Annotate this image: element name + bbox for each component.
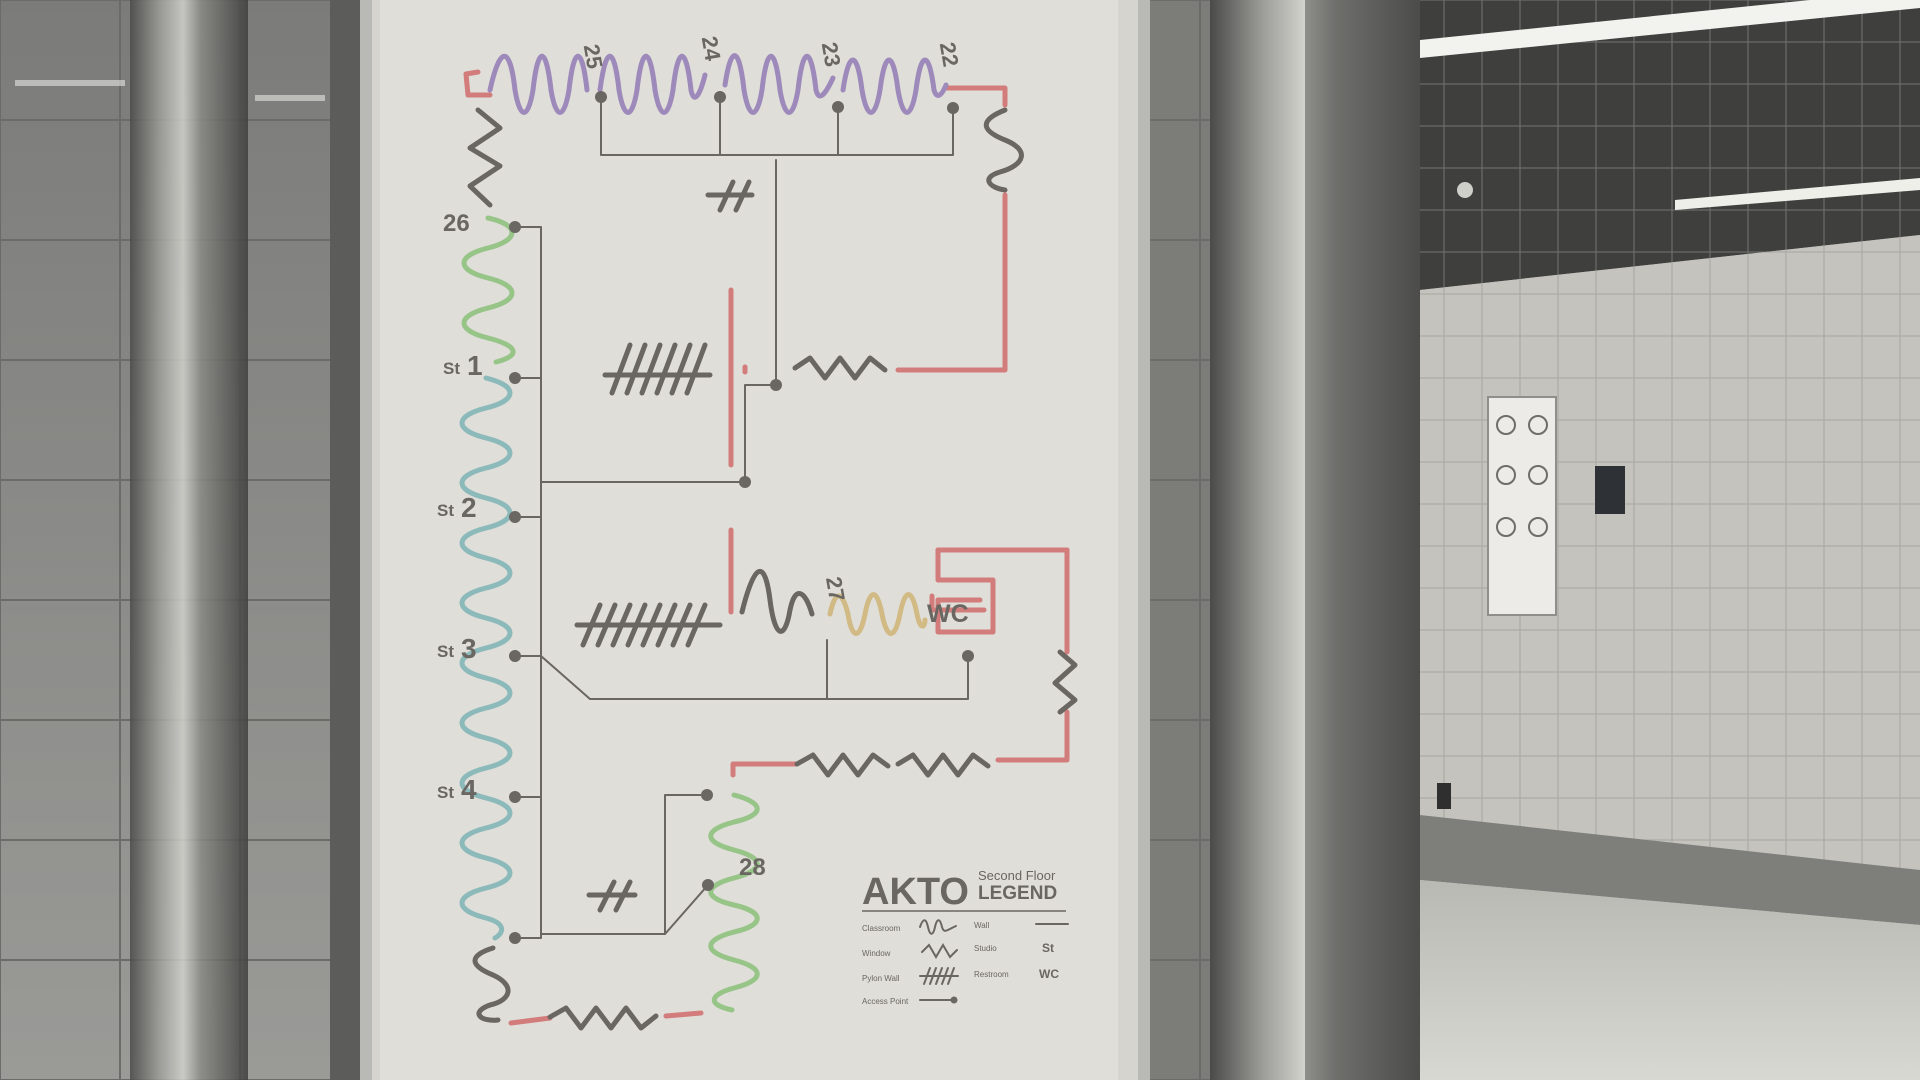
legend-classroom-label: Classroom (862, 924, 901, 933)
floor-map (459, 53, 1078, 1031)
access-lines (514, 96, 969, 939)
studio-3-label: St 3 (437, 633, 477, 664)
svg-text:St: St (437, 501, 454, 520)
legend-classroom-symbol (919, 919, 957, 935)
window-segments (467, 107, 1078, 1031)
legend-access-label: Access Point (862, 997, 909, 1006)
pylon-wall-segments (574, 179, 755, 913)
room-25-label: 25 (579, 42, 608, 70)
map-labels: 25 24 23 22 26 27 28 WC St 1 St 2 St 3 S… (437, 34, 969, 881)
room-22-label: 22 (935, 40, 964, 68)
legend-window-label: Window (862, 949, 891, 958)
svg-text:3: 3 (461, 633, 477, 664)
studio-2-label: St 2 (437, 492, 477, 523)
classroom-27 (827, 592, 928, 636)
room-23-label: 23 (817, 40, 846, 68)
wall-segments (463, 69, 1070, 1026)
svg-text:4: 4 (461, 774, 477, 805)
room-24-label: 24 (697, 34, 726, 63)
ceiling-light (1675, 178, 1920, 210)
studio-1-label: St 1 (443, 350, 483, 381)
ceiling-light (1420, 0, 1920, 58)
legend: AKTO Second Floor LEGEND Classroom Windo… (862, 868, 1069, 1006)
legend-brand: AKTO (862, 871, 969, 913)
classroom-25-24-23-22 (487, 53, 949, 115)
legend-title: LEGEND (978, 883, 1057, 904)
restroom-label: WC (927, 600, 969, 628)
classroom-26 (461, 215, 516, 365)
room-26-label: 26 (443, 210, 470, 237)
svg-text:2: 2 (461, 492, 477, 523)
studio-stack (459, 375, 513, 941)
legend-studio-symbol: St (1042, 941, 1054, 955)
legend-window-symbol (921, 943, 958, 959)
svg-text:St: St (437, 783, 454, 802)
svg-text:St: St (437, 642, 454, 661)
legend-access-dot (950, 996, 958, 1004)
access-points (509, 91, 974, 944)
room-27-label: 27 (821, 575, 850, 603)
room-28-label: 28 (739, 854, 766, 881)
svg-text:St: St (443, 359, 460, 378)
legend-restroom-symbol: WC (1039, 967, 1059, 981)
wall-sign (1487, 396, 1557, 616)
legend-restroom-label: Restroom (974, 970, 1009, 979)
classroom-28 (708, 792, 760, 1013)
legend-pylon-label: Pylon Wall (862, 974, 900, 983)
legend-studio-label: Studio (974, 944, 997, 953)
studio-4-label: St 4 (437, 774, 477, 805)
legend-wall-label: Wall (974, 921, 989, 930)
svg-text:1: 1 (467, 350, 483, 381)
legend-symbols (919, 919, 1069, 1001)
legend-pylon-symbol (919, 967, 959, 985)
legend-subtitle: Second Floor (978, 868, 1056, 883)
